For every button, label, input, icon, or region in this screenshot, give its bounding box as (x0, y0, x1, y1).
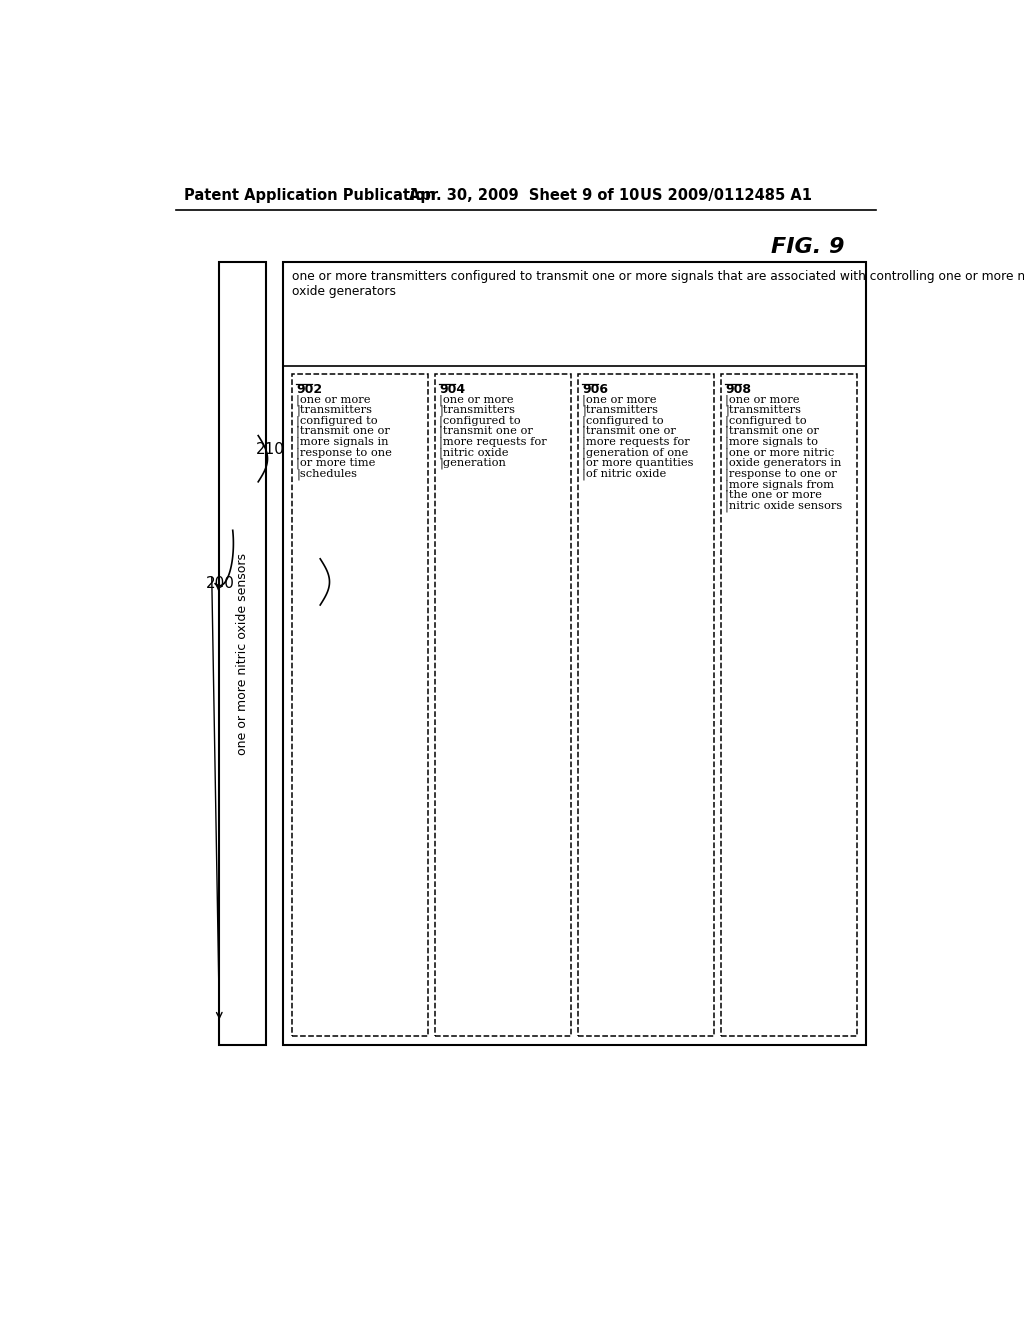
Text: |response to one: |response to one (296, 447, 392, 458)
Text: 220: 220 (324, 566, 352, 582)
Text: |more signals in: |more signals in (296, 437, 389, 447)
Text: |more signals to: |more signals to (725, 437, 818, 447)
Text: |transmit one or: |transmit one or (583, 426, 676, 437)
Text: |transmitters: |transmitters (296, 405, 372, 416)
Text: US 2009/0112485 A1: US 2009/0112485 A1 (640, 187, 811, 203)
Text: |or more quantities: |or more quantities (583, 458, 693, 470)
Text: |generation of one: |generation of one (583, 447, 688, 458)
Text: Apr. 30, 2009  Sheet 9 of 10: Apr. 30, 2009 Sheet 9 of 10 (409, 187, 639, 203)
Text: |one or more: |one or more (296, 395, 371, 405)
Text: |one or more nitric: |one or more nitric (725, 447, 835, 458)
Text: |one or more: |one or more (439, 395, 514, 405)
Text: |transmitters: |transmitters (725, 405, 801, 416)
Text: |transmit one or: |transmit one or (439, 426, 534, 437)
Text: oxide generators: oxide generators (292, 285, 396, 298)
Bar (283, 263, 866, 1045)
Text: |configured to: |configured to (583, 416, 664, 426)
Text: 904: 904 (439, 383, 465, 396)
Bar (579, 374, 714, 1036)
Text: |schedules: |schedules (296, 469, 357, 480)
Text: 902: 902 (296, 383, 323, 396)
Text: |transmitters: |transmitters (583, 405, 658, 416)
Text: FIG. 9: FIG. 9 (771, 238, 845, 257)
Text: 906: 906 (583, 383, 608, 396)
Text: |configured to: |configured to (725, 416, 807, 426)
Text: Patent Application Publication: Patent Application Publication (183, 187, 435, 203)
Bar (721, 374, 856, 1036)
Text: 200: 200 (206, 576, 234, 591)
Text: one or more nitric oxide sensors: one or more nitric oxide sensors (237, 553, 249, 755)
Text: |one or more: |one or more (725, 395, 800, 405)
Text: |generation: |generation (439, 458, 506, 470)
Text: |nitric oxide sensors: |nitric oxide sensors (725, 500, 843, 512)
Text: |the one or more: |the one or more (725, 490, 822, 502)
Text: |response to one or: |response to one or (725, 469, 837, 480)
Text: |of nitric oxide: |of nitric oxide (583, 469, 667, 480)
Text: |transmit one or: |transmit one or (725, 426, 819, 437)
Text: |configured to: |configured to (296, 416, 378, 426)
Text: |transmitters: |transmitters (439, 405, 515, 416)
Bar (435, 374, 570, 1036)
Text: 908: 908 (725, 383, 752, 396)
Text: |configured to: |configured to (439, 416, 521, 426)
Text: |more requests for: |more requests for (439, 437, 547, 447)
Bar (219, 263, 266, 1045)
Text: |more signals from: |more signals from (725, 479, 835, 491)
Text: |oxide generators in: |oxide generators in (725, 458, 842, 470)
Text: |more requests for: |more requests for (583, 437, 690, 447)
Text: |transmit one or: |transmit one or (296, 426, 390, 437)
Text: |or more time: |or more time (296, 458, 376, 470)
Text: one or more transmitters configured to transmit one or more signals that are ass: one or more transmitters configured to t… (292, 271, 1024, 282)
Bar (292, 374, 428, 1036)
Text: |nitric oxide: |nitric oxide (439, 447, 509, 458)
Text: 210: 210 (256, 442, 285, 457)
Text: |one or more: |one or more (583, 395, 656, 405)
